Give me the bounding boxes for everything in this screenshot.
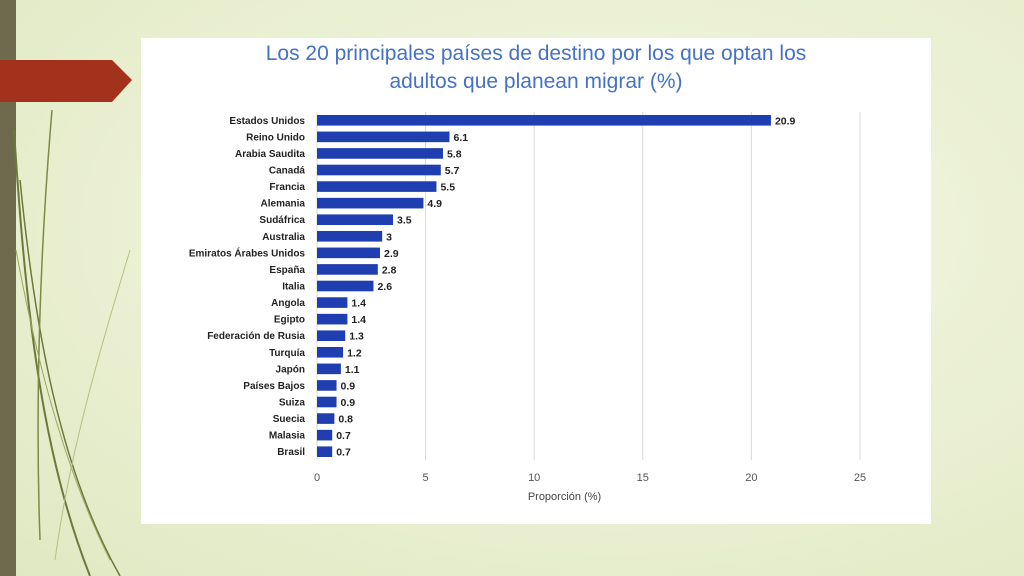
category-label: Angola	[271, 298, 305, 309]
bar	[317, 330, 346, 342]
category-label: Suiza	[279, 398, 306, 409]
category-labels: Estados Unidos Reino Unido Arabia Saudita C…	[189, 116, 306, 458]
deco-curve-4	[15, 249, 111, 561]
bar	[317, 181, 437, 192]
bar	[317, 214, 394, 226]
value-label: 1.3	[349, 331, 364, 343]
bar	[317, 280, 374, 292]
value-labels: 20.9 6.1 5.8 5.7 5.5 4.9 3.5 3 2.9 2.8 2.6 1.4 1.4 1.…	[336, 115, 795, 458]
value-label: 1.4	[351, 314, 366, 326]
category-label: Brasil	[277, 447, 305, 458]
category-label: Francia	[269, 182, 305, 193]
bar	[317, 297, 348, 308]
category-label: Arabia Saudita	[235, 149, 305, 160]
x-tick-labels: 0 5 10 15 20 25	[314, 472, 866, 484]
category-label: Alemania	[261, 199, 306, 210]
bar	[317, 446, 333, 458]
bar	[317, 197, 424, 209]
category-label: Japón	[276, 364, 305, 375]
deco-curve-2	[19, 179, 121, 576]
category-label: Suecia	[273, 414, 306, 425]
bar-chart: Estados Unidos Reino Unido Arabia Saudita C…	[189, 112, 866, 503]
bar	[317, 247, 380, 259]
category-label: Estados Unidos	[229, 116, 305, 127]
chart-title-line-2: adultos que planean migrar (%)	[389, 70, 683, 93]
value-label: 0.7	[336, 447, 351, 459]
bar	[317, 264, 378, 275]
left-stripe	[0, 0, 16, 576]
chart-panel: Los 20 principales países de destino por…	[141, 38, 931, 524]
value-label: 5.5	[440, 182, 455, 194]
x-tick-label: 20	[745, 472, 757, 484]
category-label: España	[269, 265, 305, 276]
category-label: Sudáfrica	[259, 215, 305, 226]
bar	[317, 396, 337, 408]
category-label: Emiratos Árabes Unidos	[189, 246, 306, 259]
value-label: 3.5	[397, 215, 412, 227]
value-label: 0.8	[338, 414, 353, 426]
bar	[317, 131, 450, 143]
x-tick-label: 10	[528, 472, 540, 484]
category-label: Italia	[282, 282, 305, 293]
bar	[317, 313, 348, 325]
value-label: 5.8	[447, 148, 462, 160]
value-label: 5.7	[445, 165, 460, 177]
x-tick-label: 5	[423, 472, 429, 484]
value-label: 6.1	[453, 132, 468, 144]
bar	[317, 346, 344, 358]
chart-title-line-1: Los 20 principales países de destino por…	[265, 42, 807, 65]
category-label: Federación de Rusia	[207, 331, 305, 342]
value-label: 1.1	[345, 364, 360, 376]
bar	[317, 114, 771, 126]
deco-curve-5	[54, 249, 131, 561]
bar	[317, 363, 341, 375]
bar	[317, 429, 333, 441]
value-label: 1.2	[347, 347, 362, 359]
value-label: 0.9	[341, 380, 356, 392]
deco-curve-1	[13, 129, 91, 576]
category-label: Malasia	[269, 431, 306, 442]
bar	[317, 148, 443, 159]
bar	[317, 230, 383, 242]
value-label: 2.6	[377, 281, 392, 293]
bars	[317, 114, 771, 458]
value-label: 0.9	[341, 397, 356, 409]
value-label: 2.9	[384, 248, 399, 260]
value-label: 4.9	[427, 198, 442, 210]
category-label: Australia	[262, 232, 305, 243]
bar	[317, 380, 337, 391]
x-tick-label: 25	[854, 472, 866, 484]
gridlines	[316, 112, 861, 460]
value-label: 3	[386, 231, 392, 243]
deco-curve-3	[37, 109, 53, 541]
value-label: 0.7	[336, 430, 351, 442]
category-label: Turquía	[269, 348, 305, 359]
value-label: 1.4	[351, 298, 366, 310]
x-tick-label: 0	[314, 472, 320, 484]
value-label: 20.9	[775, 115, 796, 127]
x-tick-label: 15	[637, 472, 649, 484]
accent-arrow-icon	[0, 60, 132, 102]
bar	[317, 413, 335, 424]
x-axis-label: Proporción (%)	[528, 491, 601, 503]
category-label: Egipto	[274, 315, 305, 326]
category-label: Reino Unido	[246, 132, 305, 143]
bar	[317, 164, 441, 176]
value-label: 2.8	[382, 264, 397, 276]
category-label: Países Bajos	[243, 381, 305, 392]
category-label: Canadá	[269, 166, 306, 177]
chart-title: Los 20 principales países de destino por…	[141, 40, 931, 96]
